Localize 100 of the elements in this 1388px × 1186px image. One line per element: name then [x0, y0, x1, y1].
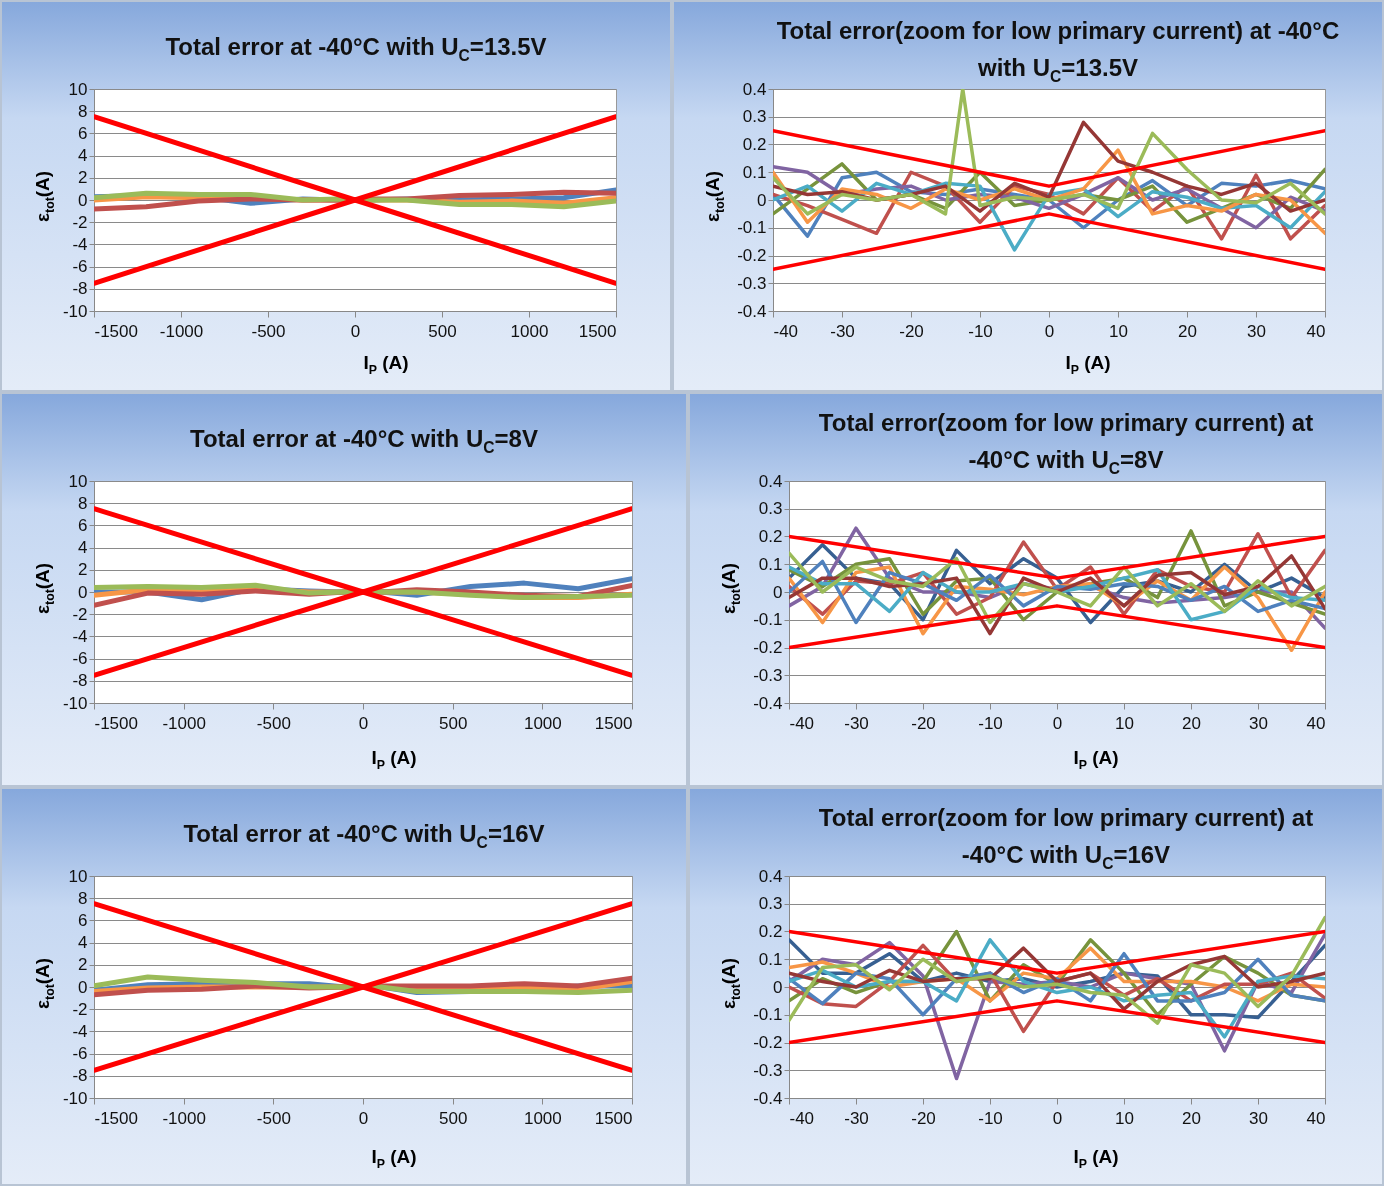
x-axis-title: I$_{P}$ (A): [362, 352, 410, 377]
x-tick-label: 10: [1115, 713, 1134, 733]
y-tick-label: -2: [72, 604, 88, 624]
chart-title: Total error(zoom for low primary current) at -40°C with U$_{C}$=13.5V: [775, 16, 1341, 87]
y-tick-label: -10: [62, 693, 88, 713]
y-tick-label: 0.1: [742, 162, 767, 182]
x-tick-label: -20: [899, 321, 924, 341]
x-tick-label: 0: [358, 1108, 369, 1128]
chart-title: Total error(zoom for low primary current) at -40°C with U$_{C}$=16V: [817, 803, 1315, 874]
y-tick-label: 8: [78, 493, 88, 513]
x-tick-label: -30: [844, 1108, 869, 1128]
x-tick-label: 0: [1052, 1108, 1063, 1128]
x-tick-label: 0: [350, 321, 361, 341]
x-tick-label: 40: [1306, 713, 1326, 733]
x-tick-label: -10: [978, 713, 1003, 733]
y-tick-label: 0.3: [742, 107, 767, 127]
x-tick-label: 40: [1306, 321, 1326, 341]
y-tick-label: 0: [773, 582, 783, 602]
y-tick-label: 0.3: [758, 894, 783, 914]
x-tick-label: 500: [428, 321, 457, 341]
y-tick-label: -4: [72, 626, 88, 646]
y-tick-label: 0: [773, 977, 783, 997]
x-tick-label: -1000: [159, 321, 204, 341]
y-tick-label: 0: [78, 190, 88, 210]
x-tick-label: -10: [978, 1108, 1003, 1128]
x-tick-label: 1500: [594, 1108, 633, 1128]
x-tick-label: -30: [830, 321, 855, 341]
y-tick-label: -0.3: [753, 665, 783, 685]
y-tick-label: 0: [757, 190, 767, 210]
y-tick-label: -10: [62, 1088, 88, 1108]
y-tick-label: 0.2: [758, 922, 783, 941]
y-tick-label: -0.1: [753, 1005, 783, 1025]
y-tick-label: -2: [72, 999, 88, 1019]
x-tick-label: 10: [1115, 1108, 1134, 1128]
y-tick-label: -8: [72, 1066, 88, 1086]
x-tick-label: 1500: [594, 713, 633, 733]
y-tick-label: 0.4: [758, 471, 783, 491]
x-tick-label: -500: [251, 321, 286, 341]
y-tick-label: 4: [78, 538, 88, 558]
x-tick-label: -20: [911, 713, 936, 733]
x-tick-label: -10: [968, 321, 993, 341]
chart-title: Total error at -40°C with U$_{C}$=13.5V: [164, 32, 548, 66]
y-tick-label: 4: [78, 146, 88, 166]
y-tick-label: -0.2: [753, 1033, 783, 1052]
y-tick-label: -10: [62, 301, 88, 321]
y-tick-label: -6: [72, 257, 88, 277]
x-tick-label: 20: [1182, 1108, 1201, 1128]
y-tick-label: 10: [68, 79, 88, 99]
y-tick-label: 0.2: [742, 135, 767, 154]
x-tick-label: -40: [773, 321, 799, 341]
x-tick-label: 500: [438, 713, 468, 733]
y-tick-label: 2: [78, 955, 88, 975]
y-tick-label: -0.1: [753, 610, 783, 630]
y-tick-label: 0.1: [758, 554, 783, 574]
y-tick-label: -0.1: [737, 218, 767, 238]
y-tick-label: 0.1: [758, 949, 783, 969]
y-tick-label: 6: [78, 123, 88, 143]
y-tick-label: 0.4: [758, 866, 783, 886]
x-axis-title: I$_{P}$ (A): [370, 747, 418, 772]
x-tick-label: 30: [1249, 713, 1268, 733]
x-tick-label: 40: [1306, 1108, 1326, 1128]
x-tick-label: 0: [1044, 321, 1055, 341]
y-tick-label: -0.4: [753, 693, 783, 713]
x-tick-label: 10: [1109, 321, 1128, 341]
y-tick-label: -6: [72, 1044, 88, 1064]
y-tick-label: 8: [78, 888, 88, 908]
y-tick-label: 0: [78, 582, 88, 602]
y-tick-label: -8: [72, 279, 88, 299]
x-tick-label: -40: [789, 1108, 815, 1128]
y-tick-label: 0.3: [758, 499, 783, 519]
x-tick-label: 1000: [510, 321, 549, 341]
y-tick-label: 2: [78, 168, 88, 188]
y-tick-label: 0.2: [758, 527, 783, 546]
x-tick-label: 500: [438, 1108, 468, 1128]
x-tick-label: 30: [1249, 1108, 1268, 1128]
y-tick-label: 8: [78, 101, 88, 121]
y-tick-label: -2: [72, 212, 88, 232]
y-tick-label: 0.4: [742, 79, 767, 99]
y-tick-label: 10: [68, 866, 88, 886]
x-tick-label: -20: [911, 1108, 936, 1128]
y-tick-label: -0.2: [753, 638, 783, 657]
x-axis-title: I$_{P}$ (A): [370, 1146, 418, 1171]
x-axis-title: I$_{P}$ (A): [1072, 747, 1120, 772]
y-tick-label: -0.3: [737, 273, 767, 293]
x-tick-label: 0: [358, 713, 369, 733]
x-tick-label: -1000: [162, 713, 206, 733]
y-tick-label: -6: [72, 649, 88, 669]
y-tick-label: 6: [78, 910, 88, 930]
x-tick-label: -500: [256, 1108, 291, 1128]
chart-title: Total error at -40°C with U$_{C}$=16V: [182, 819, 546, 853]
x-axis-title: I$_{P}$ (A): [1072, 1146, 1120, 1171]
y-tick-label: -8: [72, 671, 88, 691]
x-tick-label: 1000: [523, 713, 562, 733]
y-tick-label: 0: [78, 977, 88, 997]
y-tick-label: 10: [68, 471, 88, 491]
y-tick-label: -0.2: [737, 246, 767, 265]
x-axis-title: I$_{P}$ (A): [1064, 352, 1112, 377]
y-tick-label: -4: [72, 1021, 88, 1041]
x-tick-label: -1500: [94, 321, 138, 341]
x-tick-label: 20: [1182, 713, 1201, 733]
